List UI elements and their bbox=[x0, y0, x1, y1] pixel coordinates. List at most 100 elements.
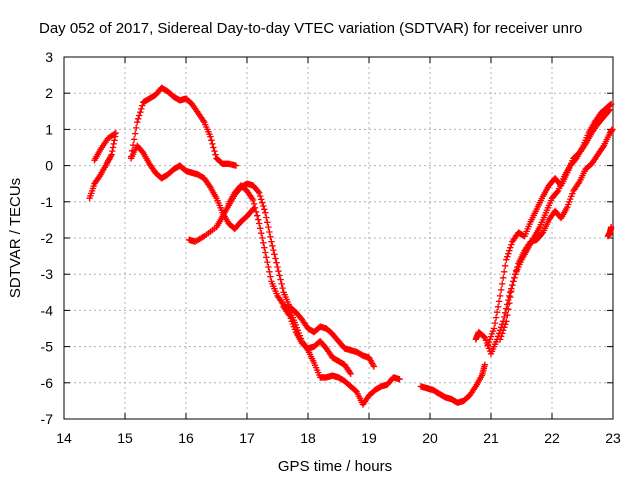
data-point bbox=[133, 124, 140, 132]
data-point bbox=[210, 144, 217, 151]
data-point bbox=[496, 336, 504, 343]
y-tick-label: 2 bbox=[45, 85, 53, 101]
data-point bbox=[208, 137, 215, 144]
data-point bbox=[249, 196, 257, 204]
x-tick-label: 22 bbox=[544, 430, 560, 446]
series-track-b bbox=[127, 84, 240, 169]
data-point bbox=[257, 225, 264, 232]
data-point bbox=[270, 246, 277, 254]
x-tick-labels: 14 15 16 17 18 19 20 21 22 23 bbox=[56, 430, 621, 446]
x-tick-label: 14 bbox=[56, 430, 72, 446]
y-axis-label: SDTVAR / TECUs bbox=[7, 178, 24, 298]
x-tick-label: 21 bbox=[483, 430, 499, 446]
data-point bbox=[232, 162, 240, 169]
chart-title: Day 052 of 2017, Sidereal Day-to-day VTE… bbox=[39, 20, 582, 37]
data-point bbox=[257, 192, 264, 200]
series-track-k bbox=[604, 223, 615, 240]
series-track-j bbox=[496, 126, 616, 343]
y-tick-labels: -7 -6 -5 -4 -3 -2 -1 0 1 2 3 bbox=[41, 49, 54, 427]
data-point bbox=[250, 200, 258, 208]
y-tick-label: -4 bbox=[41, 302, 54, 318]
data-point bbox=[272, 255, 279, 262]
data-point bbox=[109, 144, 117, 151]
data-point bbox=[110, 140, 117, 148]
data-point bbox=[503, 318, 510, 325]
data-point bbox=[260, 239, 267, 246]
series-track-c bbox=[127, 142, 257, 233]
data-point bbox=[256, 189, 263, 196]
data-point bbox=[553, 188, 561, 196]
data-point bbox=[271, 251, 278, 258]
x-tick-label: 15 bbox=[117, 430, 133, 446]
data-point bbox=[261, 206, 268, 213]
data-point bbox=[264, 219, 271, 226]
data-point bbox=[507, 244, 514, 251]
data-point bbox=[504, 253, 511, 260]
data-point bbox=[538, 230, 545, 237]
data-point bbox=[258, 230, 265, 237]
data-point bbox=[111, 137, 118, 144]
data-point bbox=[269, 242, 276, 249]
data-point bbox=[513, 267, 520, 274]
series-track-f bbox=[280, 303, 354, 377]
data-point bbox=[211, 147, 218, 155]
data-point bbox=[499, 330, 506, 337]
data-point bbox=[268, 238, 275, 245]
data-point bbox=[207, 133, 214, 140]
ticks bbox=[63, 56, 614, 420]
data-point bbox=[259, 234, 266, 242]
data-point bbox=[267, 233, 274, 240]
data-point bbox=[569, 190, 576, 197]
data-point bbox=[605, 107, 613, 114]
data-point bbox=[510, 278, 517, 285]
data-point bbox=[252, 208, 260, 215]
data-point bbox=[209, 140, 216, 148]
data-point bbox=[212, 151, 219, 158]
y-tick-label: 1 bbox=[45, 121, 53, 137]
x-tick-label: 23 bbox=[605, 430, 621, 446]
y-tick-label: -1 bbox=[41, 194, 54, 210]
data-point bbox=[506, 292, 513, 300]
data-point bbox=[132, 130, 139, 137]
data-point bbox=[502, 321, 509, 328]
data-point bbox=[505, 306, 512, 313]
data-point bbox=[251, 204, 259, 211]
data-point bbox=[486, 336, 494, 343]
data-point bbox=[265, 223, 272, 231]
data-point bbox=[500, 327, 507, 334]
y-tick-label: -7 bbox=[41, 411, 54, 427]
data-point bbox=[255, 216, 262, 223]
y-tick-label: -6 bbox=[41, 375, 54, 391]
data-point bbox=[261, 244, 268, 251]
data-point bbox=[274, 263, 281, 271]
data-point bbox=[135, 115, 142, 122]
data-point bbox=[134, 119, 141, 126]
data-point bbox=[508, 241, 515, 248]
data-point bbox=[396, 376, 403, 383]
data-point bbox=[511, 274, 518, 281]
data-point bbox=[265, 263, 272, 271]
data-point bbox=[262, 209, 269, 216]
data-point bbox=[500, 274, 507, 281]
data-point bbox=[504, 312, 511, 319]
data-point bbox=[493, 309, 501, 316]
data-point bbox=[109, 147, 116, 155]
x-tick-label: 20 bbox=[422, 430, 438, 446]
y-tick-label: 0 bbox=[45, 158, 53, 174]
data-point bbox=[498, 286, 505, 294]
data-point bbox=[258, 196, 265, 203]
data-point bbox=[498, 333, 505, 340]
data-point bbox=[496, 292, 504, 300]
data-point bbox=[263, 214, 270, 221]
data-point bbox=[505, 250, 512, 257]
data-point bbox=[264, 258, 271, 266]
data-point bbox=[91, 157, 98, 164]
data-point bbox=[276, 272, 283, 279]
data-point bbox=[494, 303, 502, 310]
data-point bbox=[506, 300, 513, 307]
data-point bbox=[263, 254, 270, 261]
data-point bbox=[490, 325, 498, 332]
data-point bbox=[606, 106, 614, 113]
data-point bbox=[267, 273, 274, 280]
